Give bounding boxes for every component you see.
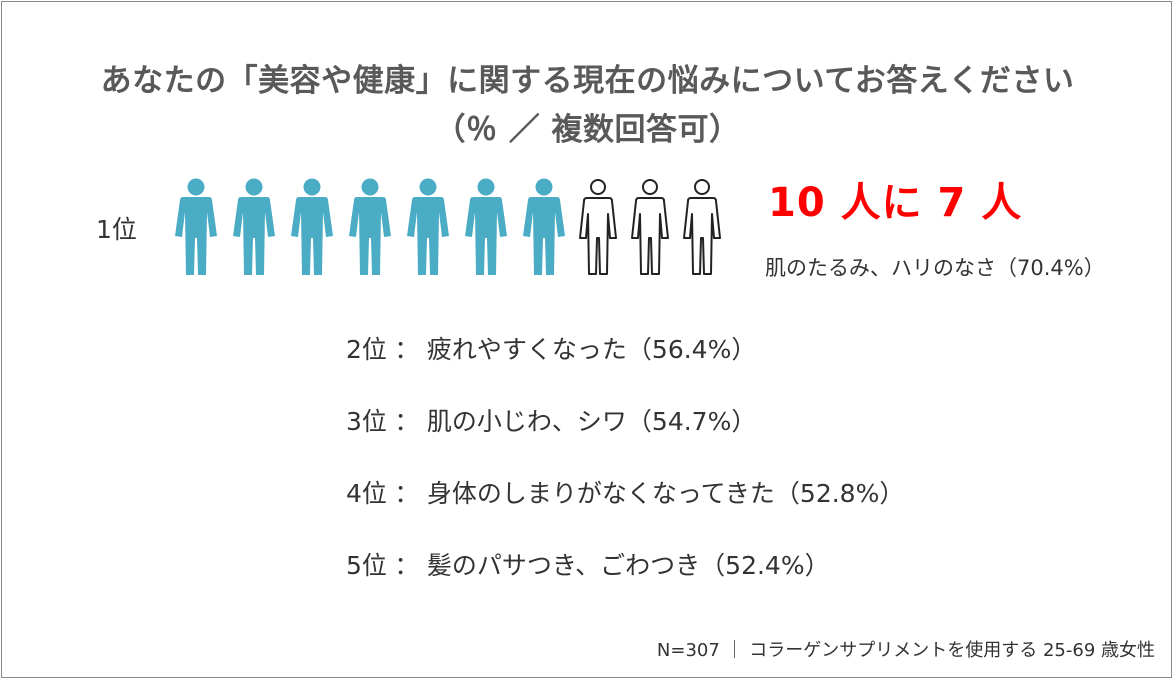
person-filled-icon	[291, 178, 333, 275]
footer-note: N=307 ｜ コラーゲンサプリメントを使用する 25-69 歳女性	[656, 640, 1155, 661]
rank-label: 4位	[346, 479, 387, 508]
page-subtitle: （％ ／ 複数回答可）	[434, 112, 741, 148]
person-filled-icon	[349, 178, 391, 275]
people-pictogram	[170, 178, 730, 278]
rank-label: 2位	[346, 335, 387, 364]
rank1-headline: 10 人に 7 人	[768, 180, 1023, 226]
rank-separator: ：	[394, 335, 420, 364]
rank-separator: ：	[394, 407, 420, 436]
rank1-detail: 肌のたるみ、ハリのなさ（70.4%）	[765, 256, 1105, 280]
rank-row-5: 5位：髪のパサつき、ごわつき（52.4%）	[346, 546, 830, 582]
rank-text: 身体のしまりがなくなってきた（52.8%）	[426, 479, 905, 508]
person-outline-icon	[579, 179, 617, 275]
rank-text: 髪のパサつき、ごわつき（52.4%）	[426, 551, 830, 580]
person-filled-icon	[465, 178, 507, 275]
rank-separator: ：	[394, 551, 420, 580]
rank-row-2: 2位：疲れやすくなった（56.4%）	[346, 330, 756, 366]
person-filled-icon	[523, 178, 565, 275]
rank1-label: 1位	[96, 215, 137, 244]
rank-label: 3位	[346, 407, 387, 436]
person-filled-icon	[407, 178, 449, 275]
person-filled-icon	[175, 178, 217, 275]
rank-label: 5位	[346, 551, 387, 580]
person-outline-icon	[683, 179, 721, 275]
rank-row-4: 4位：身体のしまりがなくなってきた（52.8%）	[346, 474, 904, 510]
rank-text: 肌の小じわ、シワ（54.7%）	[426, 407, 757, 436]
person-filled-icon	[233, 178, 275, 275]
person-outline-icon	[631, 179, 669, 275]
rank-separator: ：	[394, 479, 420, 508]
rank-row-3: 3位：肌の小じわ、シワ（54.7%）	[346, 402, 756, 438]
rank-text: 疲れやすくなった（56.4%）	[426, 335, 757, 364]
page-title: あなたの「美容や健康」に関する現在の悩みについてお答えください	[100, 63, 1075, 99]
